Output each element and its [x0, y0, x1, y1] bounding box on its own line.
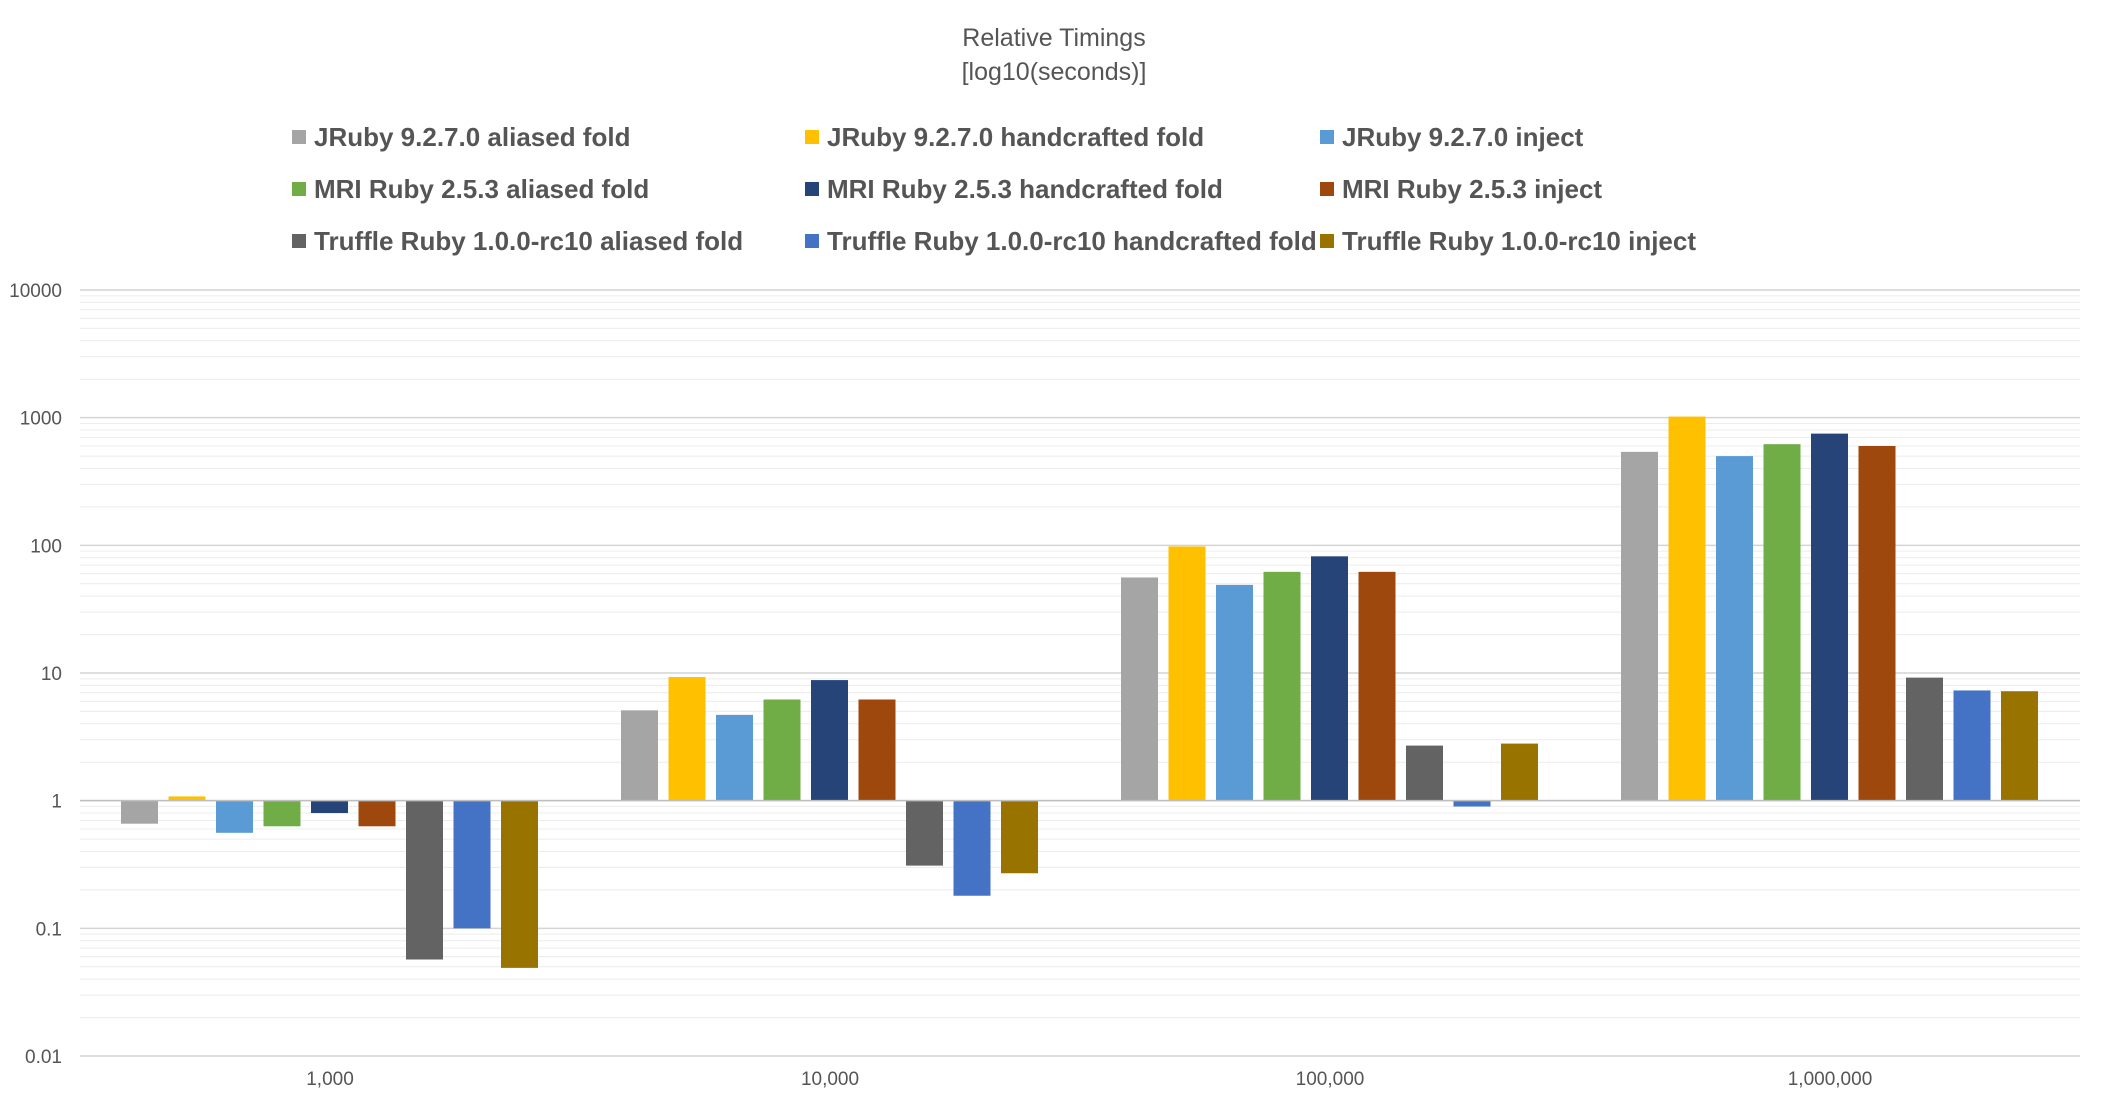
legend-label: JRuby 9.2.7.0 handcrafted fold — [827, 121, 1205, 152]
y-tick-label: 10000 — [9, 281, 62, 302]
bar — [121, 800, 158, 824]
bar — [2001, 691, 2038, 801]
bar — [1121, 577, 1158, 801]
x-tick-label: 100,000 — [1296, 1069, 1365, 1090]
legend-label: Truffle Ruby 1.0.0-rc10 inject — [1342, 225, 1697, 256]
bar — [1501, 743, 1538, 801]
bar — [1406, 745, 1443, 801]
bar — [501, 800, 538, 968]
legend-item: MRI Ruby 2.5.3 aliased fold — [292, 174, 649, 204]
y-tick-label: 10 — [41, 664, 62, 685]
legend-item: JRuby 9.2.7.0 aliased fold — [292, 122, 630, 152]
legend-item: Truffle Ruby 1.0.0-rc10 handcrafted fold — [805, 226, 1317, 256]
legend-swatch — [805, 130, 819, 144]
legend-swatch — [292, 234, 306, 248]
bar — [358, 800, 396, 827]
y-tick-label: 100 — [30, 536, 62, 557]
bar — [168, 796, 206, 801]
bar — [1621, 451, 1658, 801]
legend-label: Truffle Ruby 1.0.0-rc10 handcrafted fold — [827, 225, 1317, 256]
legend-item: JRuby 9.2.7.0 handcrafted fold — [805, 122, 1204, 152]
chart-title: Relative Timings — [962, 24, 1146, 52]
legend-item: JRuby 9.2.7.0 inject — [1320, 122, 1583, 152]
legend-swatch — [1320, 234, 1334, 248]
bar — [1763, 444, 1801, 801]
legend-label: JRuby 9.2.7.0 aliased fold — [314, 121, 631, 152]
bar — [811, 680, 848, 801]
legend-swatch — [292, 182, 306, 196]
bar — [953, 800, 991, 896]
bar — [1716, 456, 1753, 801]
bar — [858, 699, 896, 801]
legend-label: MRI Ruby 2.5.3 handcrafted fold — [827, 173, 1223, 204]
bar — [1358, 571, 1396, 801]
legend-swatch — [1320, 130, 1334, 144]
bar — [453, 800, 491, 929]
bar — [1668, 416, 1706, 801]
bar — [1311, 556, 1348, 801]
bar — [1216, 584, 1253, 801]
bar — [1168, 546, 1206, 801]
legend-swatch — [1320, 182, 1334, 196]
bar — [216, 800, 253, 833]
bar — [1858, 445, 1896, 801]
bar — [763, 699, 801, 801]
bar — [716, 714, 753, 801]
bar — [1811, 433, 1848, 801]
x-tick-label: 1,000,000 — [1788, 1069, 1873, 1090]
legend-item: MRI Ruby 2.5.3 handcrafted fold — [805, 174, 1223, 204]
legend-item: Truffle Ruby 1.0.0-rc10 aliased fold — [292, 226, 743, 256]
x-tick-label: 10,000 — [801, 1069, 859, 1090]
bar — [406, 800, 443, 960]
legend-label: MRI Ruby 2.5.3 inject — [1342, 173, 1603, 204]
legend-item: MRI Ruby 2.5.3 inject — [1320, 174, 1602, 204]
bar — [1263, 571, 1301, 801]
legend-swatch — [805, 182, 819, 196]
x-tick-label: 1,000 — [306, 1069, 354, 1090]
bar — [1953, 690, 1991, 801]
chart-subtitle: [log10(seconds)] — [961, 58, 1147, 86]
legend-label: MRI Ruby 2.5.3 aliased fold — [314, 173, 650, 204]
bar — [311, 800, 348, 814]
legend-label: JRuby 9.2.7.0 inject — [1342, 121, 1584, 152]
bar — [668, 677, 706, 801]
y-tick-label: 1000 — [20, 409, 62, 430]
bar — [263, 800, 301, 827]
bar — [906, 800, 943, 866]
legend-item: Truffle Ruby 1.0.0-rc10 inject — [1320, 226, 1696, 256]
y-tick-label: 0.01 — [25, 1047, 62, 1068]
bar — [621, 710, 658, 801]
bar — [1453, 800, 1491, 807]
bar — [1906, 677, 1943, 801]
legend-label: Truffle Ruby 1.0.0-rc10 aliased fold — [314, 225, 744, 256]
legend-swatch — [805, 234, 819, 248]
y-tick-label: 1 — [51, 792, 62, 813]
bar — [1001, 800, 1038, 874]
y-tick-label: 0.1 — [36, 919, 62, 940]
legend-swatch — [292, 130, 306, 144]
